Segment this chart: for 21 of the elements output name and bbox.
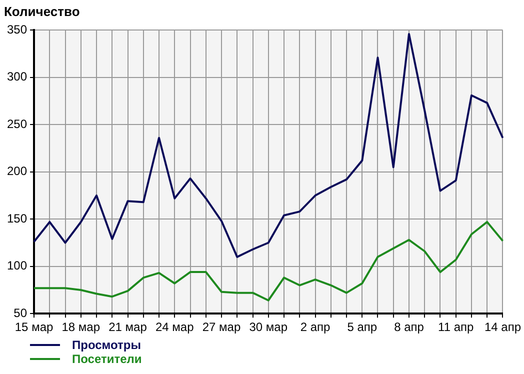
x-tick-label: 27 мар	[202, 320, 241, 334]
legend-label: Просмотры	[72, 338, 142, 352]
x-tick-label: 8 апр	[394, 320, 424, 334]
y-tick-label: 150	[6, 211, 28, 226]
x-tick-label: 5 апр	[347, 320, 378, 334]
y-axis-title: Количество	[4, 4, 80, 19]
x-tick-label: 11 апр	[438, 320, 474, 334]
y-tick-label: 200	[6, 164, 28, 178]
y-tick-label: 250	[6, 116, 28, 131]
y-tick-label: 300	[6, 70, 28, 84]
y-tick-label: 350	[6, 22, 28, 37]
y-tick-label: 50	[14, 306, 28, 320]
x-tick-label: 30 мар	[249, 320, 288, 334]
x-tick-label: 21 мар	[108, 320, 148, 334]
legend-label: Посетители	[72, 352, 142, 366]
y-tick-label: 100	[6, 258, 28, 273]
x-tick-label: 14 апр	[484, 320, 522, 334]
x-tick-label: 18 мар	[62, 320, 100, 334]
x-tick-label: 24 мар	[155, 320, 194, 334]
x-tick-label: 2 апр	[300, 320, 330, 334]
x-tick-label: 15 мар	[14, 320, 54, 334]
